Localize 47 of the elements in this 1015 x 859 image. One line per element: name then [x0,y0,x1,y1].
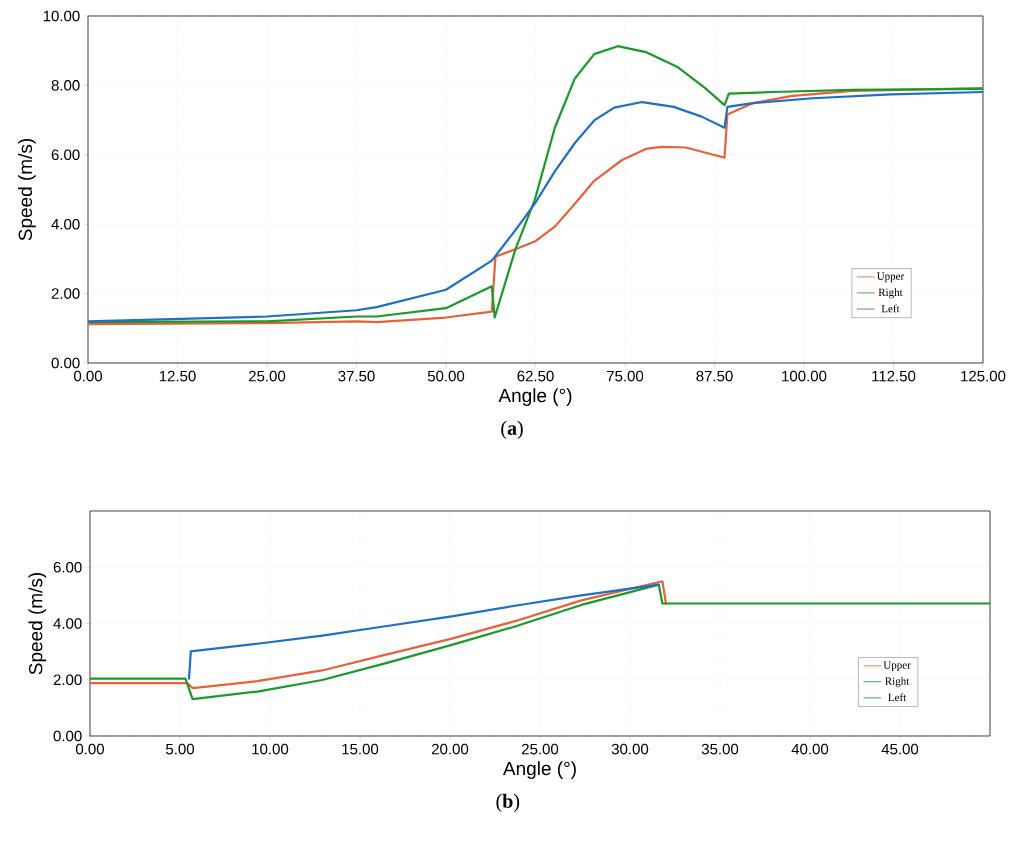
legend-label: Left [888,693,907,702]
x-tick-label: 75.00 [607,370,644,382]
legend-label: Upper [883,661,911,671]
y-tick-label: 4.00 [53,618,82,629]
x-tick-label: 20.00 [431,743,469,755]
y-axis-title: Speed (m/s) [28,572,47,675]
x-tick-label: 12.50 [159,370,196,382]
x-tick-label: 87.50 [696,370,733,382]
legend-label: Right [878,288,903,299]
line-series [90,583,990,701]
x-tick-label: 25.00 [248,370,286,382]
line-series [90,580,668,690]
legend-label: Right [885,677,910,688]
x-tick-label: 0.00 [75,743,105,755]
x-tick-label: 15.00 [342,743,379,755]
y-tick-label: 8.00 [51,80,80,91]
x-tick-label: 25.00 [521,743,559,755]
y-tick-label: 2.00 [51,288,80,299]
x-tick-label: 62.50 [517,370,554,382]
y-tick-label: 0.00 [53,730,82,742]
x-tick-label: 37.50 [338,370,375,382]
x-tick-label: 112.50 [872,370,916,382]
x-axis-title: Angle (°) [502,761,576,779]
y-axis-title: Speed (m/s) [18,138,36,241]
line-series [187,583,660,680]
y-tick-label: 6.00 [51,149,80,161]
x-axis-title: Angle (°) [498,388,572,406]
y-tick-label: 6.00 [53,561,82,573]
x-tick-label: 45.00 [881,743,919,755]
x-tick-label: 50.00 [427,370,465,382]
y-tick-label: 10.00 [43,10,80,22]
text: (b) [496,793,520,812]
x-tick-label: 125.00 [961,370,1006,382]
x-tick-label: 5.00 [166,743,195,755]
x-tick-label: 30.00 [611,743,649,755]
x-tick-label: 40.00 [791,743,829,755]
text: (a) [501,420,523,439]
y-tick-label: 0.00 [51,357,80,369]
x-tick-label: 100.00 [782,370,827,382]
y-tick-label: 2.00 [53,674,82,686]
x-tick-label: 35.00 [701,743,739,755]
legend-label: Upper [876,272,905,283]
x-tick-label: 0.00 [73,370,103,382]
legend-label: Left [881,304,900,313]
y-tick-label: 4.00 [51,218,80,230]
x-tick-label: 10.00 [252,743,289,755]
line-series [88,45,983,324]
